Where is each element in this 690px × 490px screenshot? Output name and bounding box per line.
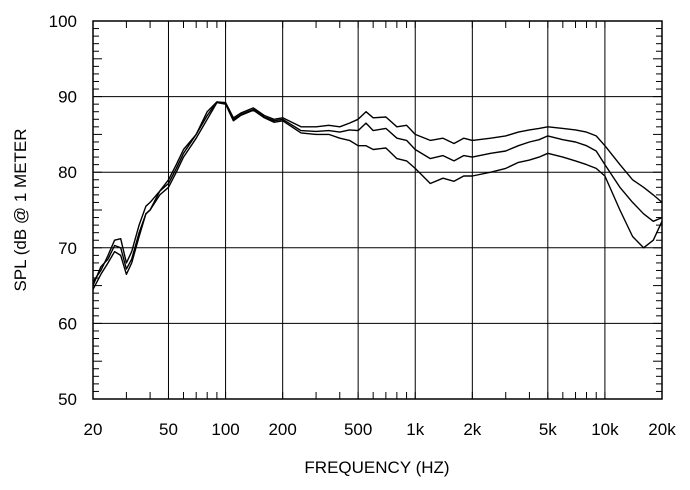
y-tick-label: 80 [58, 163, 77, 182]
x-tick-label: 100 [211, 420, 239, 439]
plot-frame [92, 20, 663, 400]
minor-ticks [92, 20, 663, 400]
x-tick-label: 20k [648, 420, 676, 439]
series-layer [92, 101, 663, 290]
x-tick-label: 200 [268, 420, 296, 439]
y-tick-label: 70 [58, 239, 77, 258]
y-tick-label: 50 [58, 390, 77, 409]
x-tick-label: 2k [463, 420, 481, 439]
x-tick-label: 50 [159, 420, 178, 439]
x-tick-label: 500 [344, 420, 372, 439]
x-tick-labels: 20 50 100 200 500 1k 2k 5k 10k 20k [84, 420, 677, 439]
x-tick-label: 10k [591, 420, 619, 439]
x-tick-label: 20 [84, 420, 103, 439]
y-tick-label: 100 [49, 12, 77, 31]
series-line-1 [92, 101, 663, 283]
grid-lines [92, 20, 663, 400]
y-tick-label: 60 [58, 314, 77, 333]
x-tick-label: 5k [539, 420, 557, 439]
y-axis-title: SPL (dB @ 1 METER [11, 128, 30, 291]
y-tick-label: 90 [58, 88, 77, 107]
series-line-3 [92, 101, 663, 290]
x-tick-label: 1k [406, 420, 424, 439]
x-axis-title: FREQUENCY (HZ) [304, 458, 449, 477]
y-tick-labels: 50 60 70 80 90 100 [49, 12, 77, 409]
